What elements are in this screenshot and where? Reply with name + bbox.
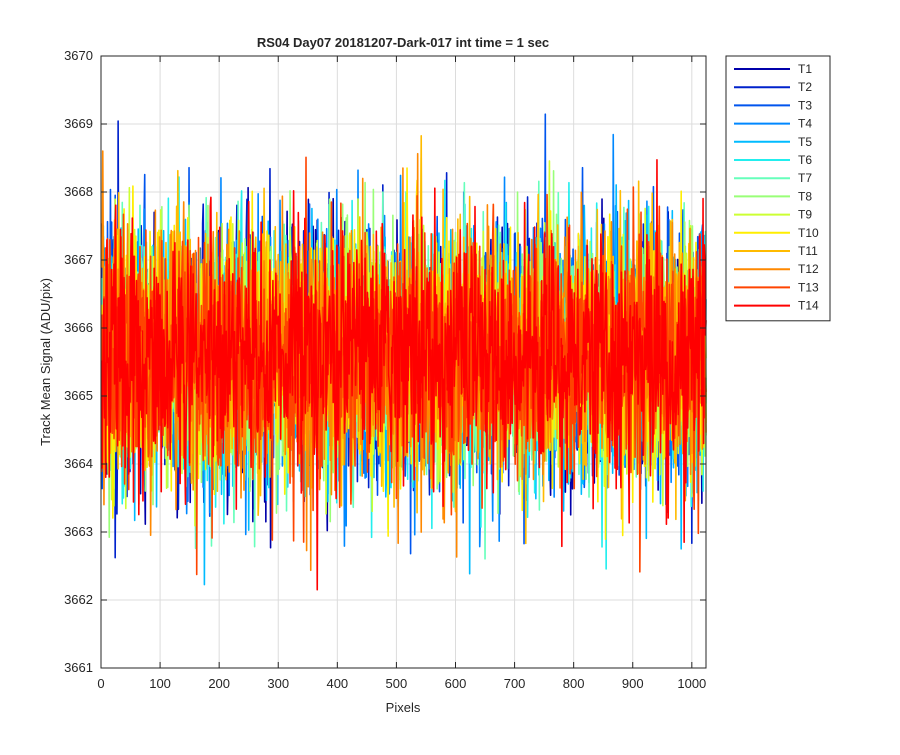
x-axis-label: Pixels — [386, 700, 421, 715]
chart-title: RS04 Day07 20181207-Dark-017 int time = … — [257, 35, 549, 50]
legend-label-t9: T9 — [798, 208, 812, 222]
y-tick-label-1: 3662 — [64, 592, 93, 607]
legend-label-t6: T6 — [798, 153, 812, 167]
series-line-t14 — [100, 159, 707, 591]
x-tick-label-8: 800 — [563, 676, 585, 691]
x-tick-label-9: 900 — [622, 676, 644, 691]
legend-label-t8: T8 — [798, 189, 812, 203]
y-tick-label-3: 3664 — [64, 456, 93, 471]
x-tick-label-7: 700 — [504, 676, 526, 691]
y-axis-label: Track Mean Signal (ADU/pix) — [38, 278, 53, 446]
legend-label-t7: T7 — [798, 171, 812, 185]
y-tick-label-7: 3668 — [64, 184, 93, 199]
legend-label-t4: T4 — [798, 117, 812, 131]
legend-label-t14: T14 — [798, 299, 819, 313]
legend-box — [725, 55, 831, 322]
y-tick-label-9: 3670 — [64, 48, 93, 63]
x-tick-label-6: 600 — [445, 676, 467, 691]
y-tick-label-4: 3665 — [64, 388, 93, 403]
x-tick-label-2: 200 — [208, 676, 230, 691]
y-tick-label-8: 3669 — [64, 116, 93, 131]
x-tick-label-5: 500 — [386, 676, 408, 691]
x-tick-label-4: 400 — [326, 676, 348, 691]
y-tick-label-6: 3667 — [64, 252, 93, 267]
legend-label-t3: T3 — [798, 98, 812, 112]
x-tick-label-1: 100 — [149, 676, 171, 691]
x-tick-label-3: 300 — [267, 676, 289, 691]
x-tick-label-0: 0 — [97, 676, 104, 691]
legend-label-t1: T1 — [798, 62, 812, 76]
legend-label-t2: T2 — [798, 80, 812, 94]
y-tick-label-5: 3666 — [64, 320, 93, 335]
y-tick-label-2: 3663 — [64, 524, 93, 539]
legend-label-t13: T13 — [798, 280, 819, 294]
legend: T1 T2 T3 T4 T5 T6 T7 T8 T9 T10 T11 T12 T13 T14 — [725, 55, 831, 322]
legend-label-t11: T11 — [798, 244, 818, 258]
legend-label-t10: T10 — [798, 226, 819, 240]
y-tick-label-0: 3661 — [64, 660, 93, 675]
x-tick-label-10: 1000 — [677, 676, 706, 691]
legend-label-t5: T5 — [798, 135, 812, 149]
plot-frame — [100, 55, 707, 669]
legend-label-t12: T12 — [798, 262, 819, 276]
tick-layer: 0 100 200 300 400 500 600 700 800 900 1000 3661 3662… — [64, 48, 706, 691]
series-layer — [100, 113, 707, 591]
